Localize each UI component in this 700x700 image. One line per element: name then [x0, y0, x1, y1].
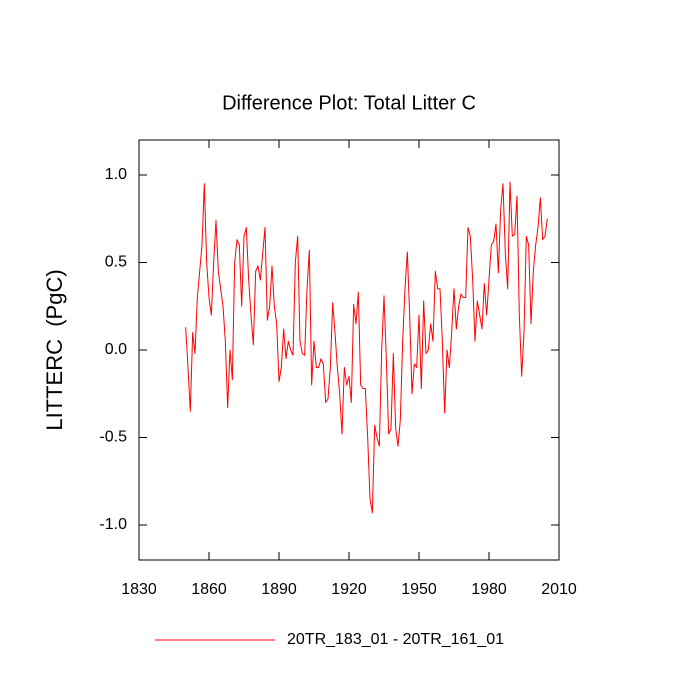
x-tick-label: 2010 [541, 581, 577, 598]
y-tick-label: -0.5 [99, 429, 127, 446]
x-tick-label: 1890 [261, 581, 297, 598]
y-tick-label: 1.0 [105, 166, 127, 183]
x-tick-label: 1860 [191, 581, 227, 598]
plot-frame [138, 139, 560, 561]
x-tick-label: 1980 [471, 581, 507, 598]
legend-label: 20TR_183_01 - 20TR_161_01 [287, 631, 504, 648]
y-tick-label: -1.0 [99, 516, 127, 533]
x-tick-label: 1830 [121, 581, 157, 598]
data-line [185, 181, 548, 514]
y-tick-label: 0.0 [105, 341, 127, 358]
chart-title: Difference Plot: Total Litter C [222, 92, 476, 114]
y-tick-label: 0.5 [105, 254, 127, 271]
x-tick-label: 1950 [401, 581, 437, 598]
y-axis-label: LITTERC (PgC) [42, 269, 67, 430]
x-tick-label: 1920 [331, 581, 367, 598]
